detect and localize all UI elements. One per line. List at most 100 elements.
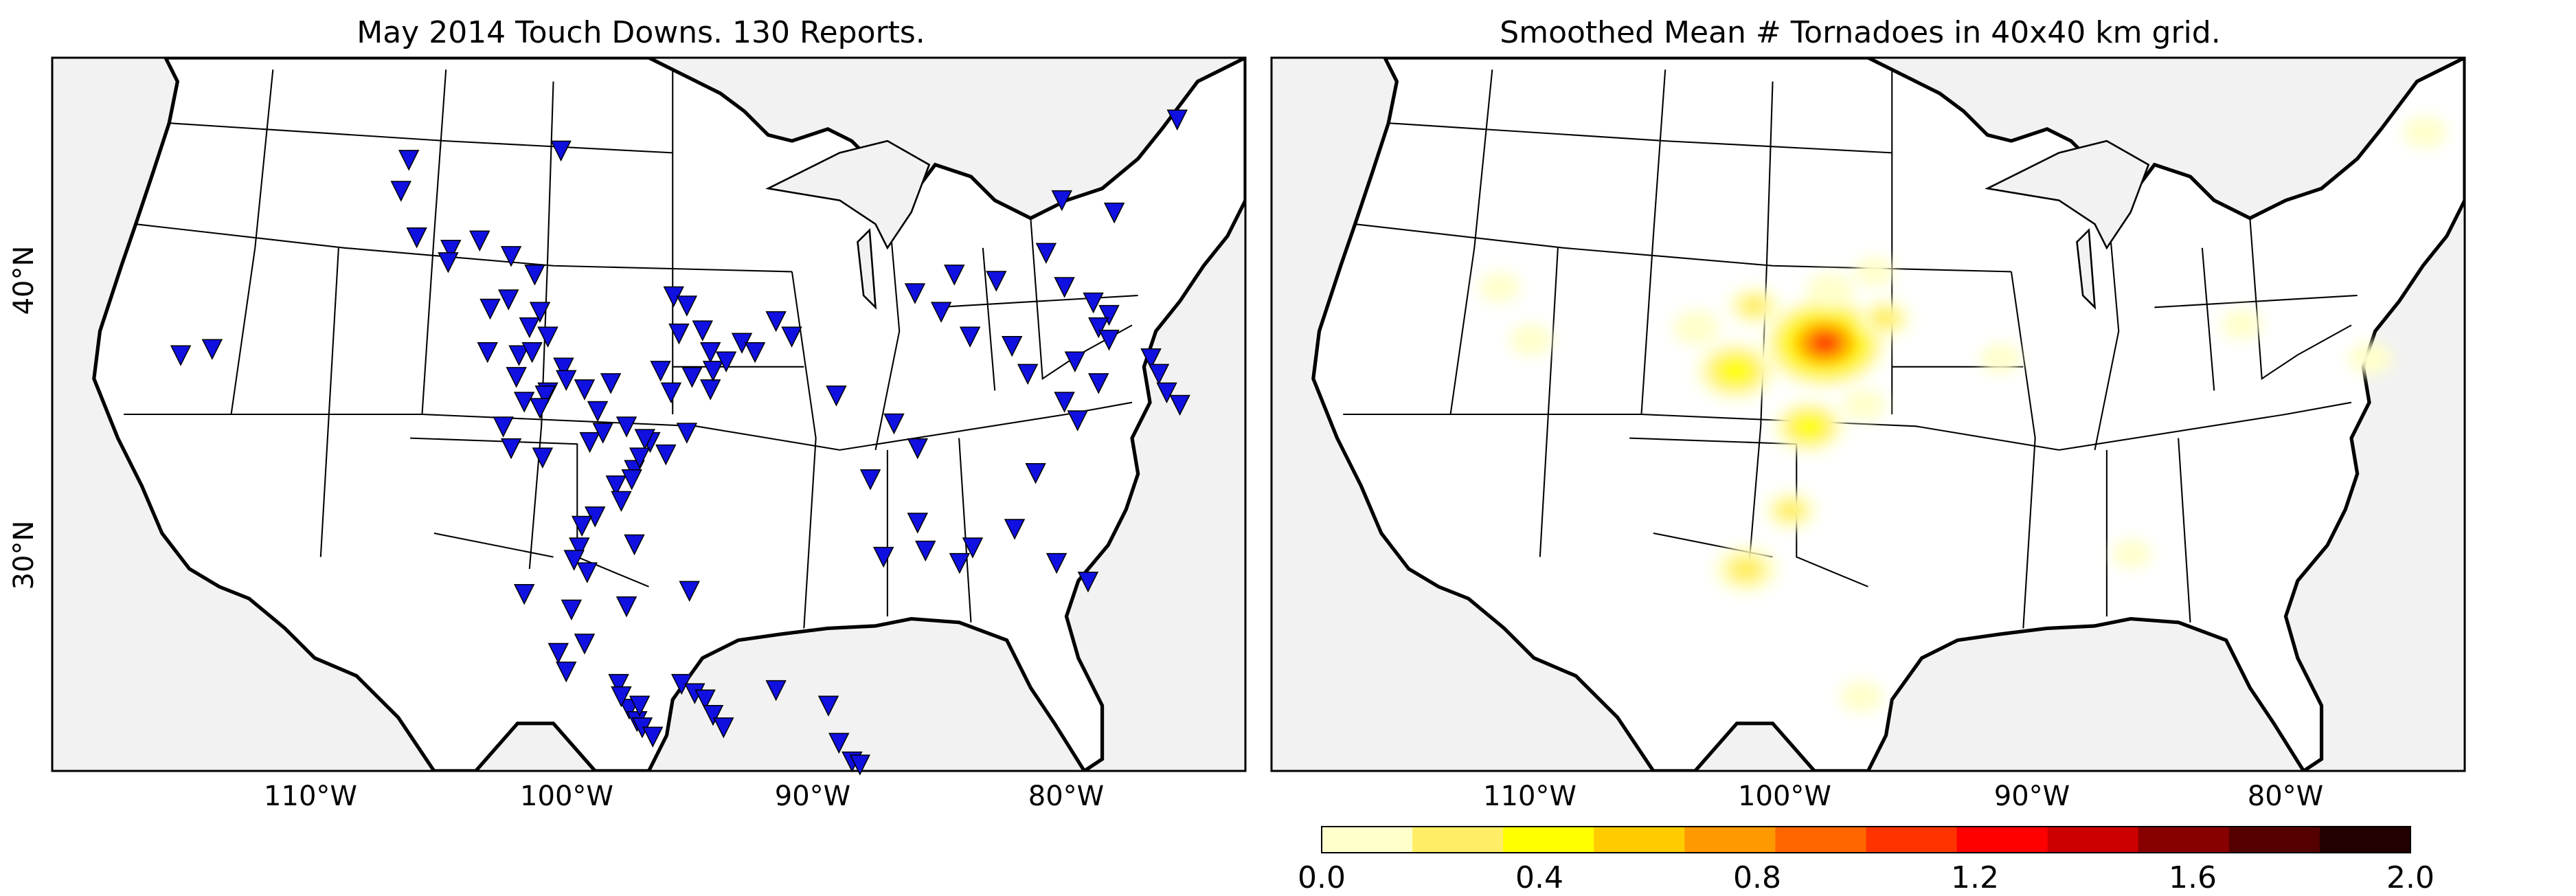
left-map-frame [51,56,1247,772]
touchdown-marker [650,361,671,382]
density-contour [2404,115,2448,148]
touchdown-marker [1046,552,1067,574]
density-contour [1806,272,1854,308]
touchdown-marker [655,444,677,466]
touchdown-marker [944,265,965,286]
touchdown-marker [574,634,596,655]
colorbar-bin [1775,827,1866,853]
touchdown-marker [534,385,556,407]
touchdown-marker [668,323,690,345]
density-contour [1869,306,1901,330]
touchdown-marker [576,562,598,583]
density-contour [1672,310,1720,346]
touchdown-marker [519,317,541,339]
touchdown-marker [529,302,551,323]
touchdown-marker [765,680,787,702]
ytick-40N: 40°N [8,246,40,315]
touchdown-marker [826,385,847,407]
touchdown-marker [962,537,984,559]
touchdown-marker [556,370,577,392]
density-contour [1840,680,1884,713]
touchdown-marker [744,341,766,363]
touchdown-marker [611,686,632,708]
right-x-axis: 110°W 100°W 90°W 80°W [1483,781,2323,812]
touchdown-marker [1166,109,1188,131]
touchdown-marker [500,438,522,460]
colorbar-bin [1322,827,1413,853]
touchdown-marker [1067,410,1088,432]
right-xtick-90W: 90°W [1994,781,2070,812]
touchdown-marker [524,265,545,286]
touchdown-marker [1148,363,1170,385]
cbar-tick-1: 0.4 [1515,860,1563,893]
left-lakes [765,139,931,310]
cbar-tick-0: 0.0 [1298,860,1346,893]
left-map-panel: May 2014 Touch Downs. 130 Reports. [8,15,1247,812]
touchdown-marker [986,271,1007,292]
colorbar-bin [1594,827,1685,853]
touchdown-marker [529,398,551,419]
left-xtick-100W: 100°W [520,781,613,812]
density-contour [1794,415,1824,438]
colorbar-bin [1503,827,1594,853]
touchdown-marker [398,150,420,171]
touchdown-marker [498,289,519,311]
touchdown-marker [702,705,724,726]
touchdown-marker [390,181,411,202]
touchdown-marker [500,246,522,267]
touchdown-marker [1077,571,1099,593]
touchdown-marker [1088,317,1109,339]
density-contour [1739,294,1770,317]
touchdown-marker [681,367,703,388]
density-contour [1842,389,1886,421]
left-xtick-110W: 110°W [264,781,357,812]
density-contour [1509,324,1553,357]
touchdown-marker [699,341,721,363]
touchdown-marker [556,661,577,683]
tornado-density-heatmap [1479,115,2448,713]
touchdown-marker [1017,363,1039,385]
touchdown-marker [513,392,535,413]
colorbar [1321,826,2411,853]
touchdown-markers [170,109,1190,776]
cbar-tick-3: 1.2 [1951,860,1999,893]
touchdown-marker [907,438,929,460]
density-contour [1980,343,2022,374]
touchdown-marker [1098,329,1120,351]
touchdown-marker [702,361,724,382]
touchdown-marker [438,252,459,273]
left-x-axis: 110°W 100°W 90°W 80°W [264,781,1104,812]
left-panel-title: May 2014 Touch Downs. 130 Reports. [357,15,925,50]
colorbar-bin [1684,827,1776,853]
touchdown-marker [1035,243,1057,264]
touchdown-marker [521,341,543,363]
colorbar-ticks: 0.0 0.4 0.8 1.2 1.6 2.0 [1298,860,2434,895]
touchdown-marker [930,302,952,323]
colorbar-bin [1412,827,1504,853]
touchdown-marker [615,416,637,438]
touchdown-marker [1088,373,1109,394]
touchdown-marker [569,537,590,559]
touchdown-marker [608,673,629,695]
left-xtick-80W: 80°W [1028,781,1104,812]
density-contour [2348,342,2393,375]
touchdown-marker [563,550,585,571]
touchdown-marker [694,689,716,710]
touchdown-marker [715,351,737,372]
touchdown-marker [600,373,622,394]
touchdown-marker [537,326,558,348]
touchdown-marker [904,283,926,304]
density-contour [2112,539,2151,569]
density-contour [1479,271,1521,303]
right-xtick-80W: 80°W [2248,781,2323,812]
density-contour [1810,332,1840,354]
touchdown-marker [859,469,881,491]
touchdown-marker [605,475,626,497]
touchdown-marker [1140,348,1162,370]
touchdown-marker [959,326,981,348]
touchdown-marker [1098,304,1120,326]
touchdown-marker [621,469,642,491]
touchdown-marker [883,413,905,435]
ytick-30N: 30°N [8,521,40,590]
touchdown-marker [615,596,637,618]
